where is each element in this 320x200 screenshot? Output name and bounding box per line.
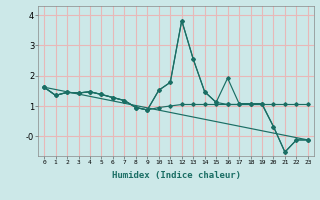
X-axis label: Humidex (Indice chaleur): Humidex (Indice chaleur) xyxy=(111,171,241,180)
